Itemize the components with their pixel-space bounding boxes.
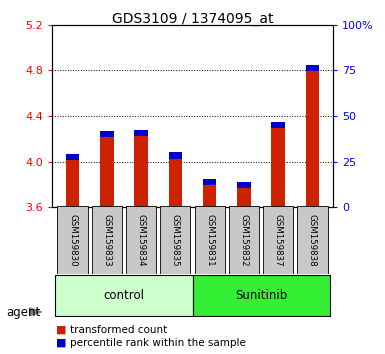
Text: GSM159835: GSM159835 [171,213,180,266]
Bar [237,182,251,207]
Bar [203,179,216,207]
Text: GSM159833: GSM159833 [102,213,111,266]
Bar [134,130,148,207]
Text: GSM159834: GSM159834 [137,213,146,266]
Text: ■: ■ [56,338,66,348]
Text: ■: ■ [56,325,66,335]
Text: percentile rank within the sample: percentile rank within the sample [70,338,246,348]
Bar [271,122,285,207]
Text: transformed count: transformed count [70,325,168,335]
Polygon shape [29,308,42,316]
Bar [306,65,319,207]
FancyBboxPatch shape [57,206,88,274]
Text: GSM159832: GSM159832 [239,213,248,266]
Bar [237,182,251,188]
FancyBboxPatch shape [229,206,259,274]
Bar [271,122,285,128]
Text: GSM159831: GSM159831 [205,213,214,266]
Bar [134,130,148,136]
Bar [306,65,319,71]
Bar [100,131,114,207]
FancyBboxPatch shape [160,206,191,274]
FancyBboxPatch shape [263,206,293,274]
Bar [203,179,216,185]
FancyBboxPatch shape [55,275,192,316]
FancyBboxPatch shape [92,206,122,274]
Text: control: control [104,289,144,302]
Text: GSM159838: GSM159838 [308,213,317,266]
Text: agent: agent [6,306,40,319]
FancyBboxPatch shape [297,206,328,274]
Text: GSM159830: GSM159830 [68,213,77,266]
Text: Sunitinib: Sunitinib [235,289,287,302]
Text: GDS3109 / 1374095_at: GDS3109 / 1374095_at [112,12,273,27]
Text: GSM159837: GSM159837 [274,213,283,266]
Bar [66,154,79,207]
Bar [169,152,182,159]
FancyBboxPatch shape [192,275,330,316]
Bar [100,131,114,137]
FancyBboxPatch shape [194,206,225,274]
FancyBboxPatch shape [126,206,156,274]
Bar [66,154,79,160]
Bar [169,152,182,207]
